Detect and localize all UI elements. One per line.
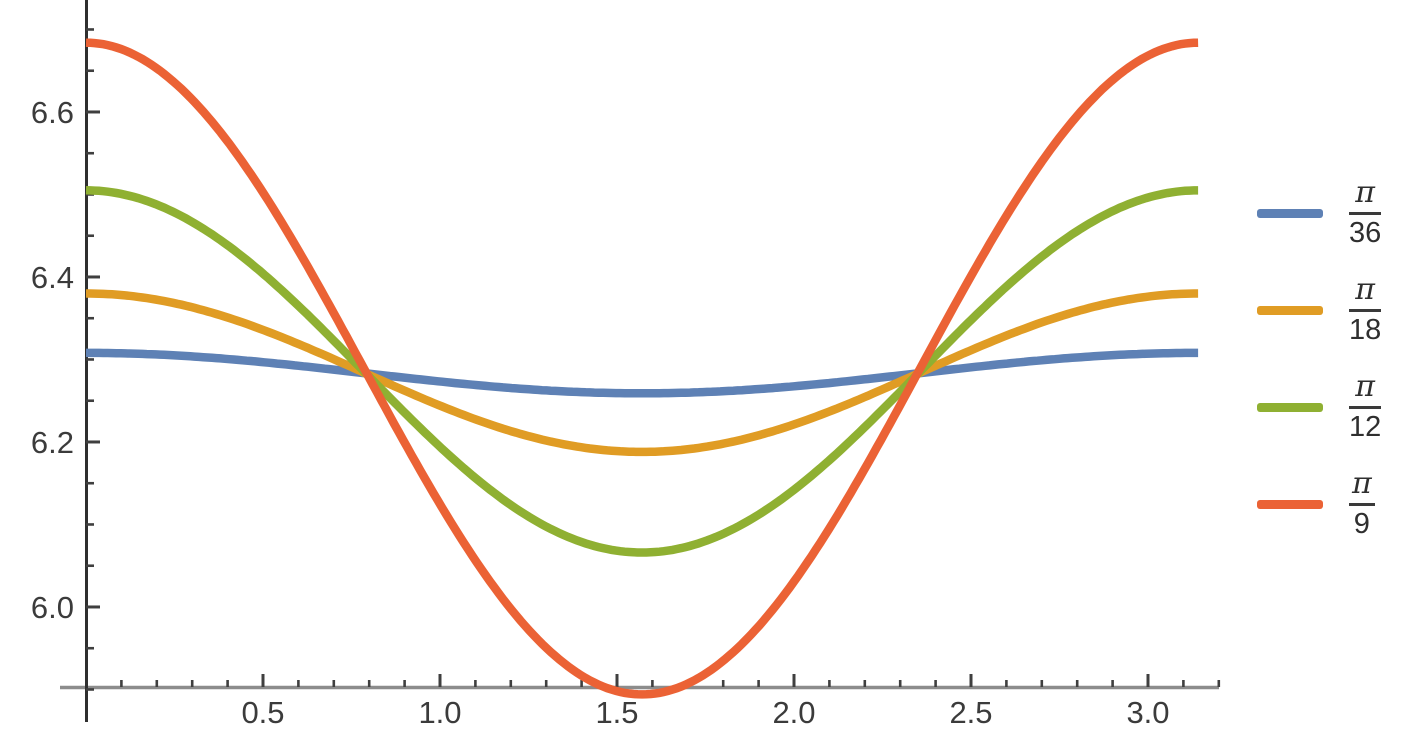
y-tick-label: 6.0: [31, 590, 74, 625]
y-tick-label: 6.2: [31, 425, 74, 460]
curve-pi-18: [86, 289, 1199, 457]
x-tick-label: 3.0: [1126, 695, 1169, 730]
y-tick-label: 6.6: [31, 95, 74, 130]
x-tick-label: 0.5: [241, 695, 284, 730]
x-tick-label: 2.0: [772, 695, 815, 730]
x-tick-label: 1.5: [595, 695, 638, 730]
curve-pi-36: [86, 348, 1199, 398]
axes: 0.5 1.0 1.5 2.0 2.5 3.0 6.0 6.2 6.4 6.6: [31, 0, 1221, 730]
curve-pi-12: [85, 186, 1199, 557]
curves: [85, 38, 1199, 699]
curve-pi-9: [85, 38, 1199, 699]
x-tick-label: 1.0: [418, 695, 461, 730]
y-tick-label: 6.4: [31, 260, 74, 295]
x-tick-label: 2.5: [949, 695, 992, 730]
